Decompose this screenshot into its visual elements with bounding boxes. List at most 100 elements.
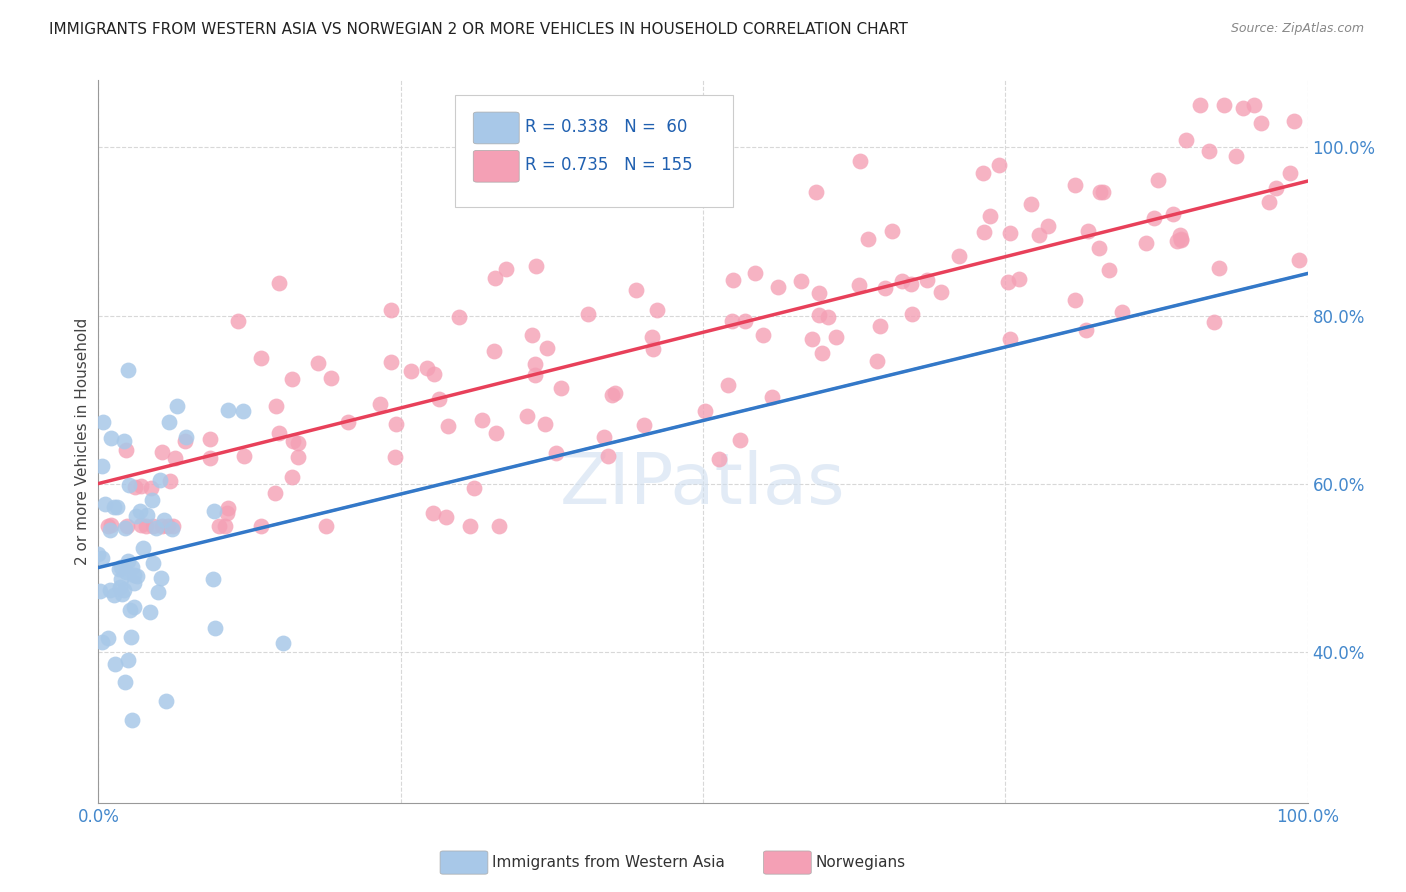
Point xyxy=(752,328,775,343)
Point xyxy=(1202,314,1225,328)
Point xyxy=(105,500,128,514)
Point xyxy=(520,328,543,343)
Point xyxy=(152,513,174,527)
Point xyxy=(128,504,150,518)
FancyBboxPatch shape xyxy=(474,112,519,144)
Point xyxy=(150,444,173,458)
Point xyxy=(972,166,994,180)
Point xyxy=(626,283,648,297)
Point xyxy=(482,344,505,359)
Point xyxy=(287,436,309,450)
Point xyxy=(641,342,664,356)
Point xyxy=(112,582,135,597)
Point xyxy=(281,470,304,484)
Point xyxy=(91,459,114,474)
Point xyxy=(165,451,187,466)
Point xyxy=(544,446,567,460)
Point xyxy=(866,353,889,368)
Point xyxy=(1225,149,1247,163)
Point xyxy=(1163,207,1185,221)
Point xyxy=(87,547,110,561)
Point xyxy=(1170,232,1192,246)
Point xyxy=(157,415,180,429)
Point xyxy=(1019,197,1042,211)
Point xyxy=(114,521,136,535)
Text: Norwegians: Norwegians xyxy=(815,855,905,870)
Text: R = 0.735   N = 155: R = 0.735 N = 155 xyxy=(526,156,693,174)
Point xyxy=(166,399,188,413)
Point xyxy=(422,506,444,520)
Point xyxy=(806,185,828,199)
Point xyxy=(979,209,1001,223)
Point xyxy=(997,275,1019,289)
Point xyxy=(201,572,224,586)
Point xyxy=(988,158,1011,172)
Text: IMMIGRANTS FROM WESTERN ASIA VS NORWEGIAN 2 OR MORE VEHICLES IN HOUSEHOLD CORREL: IMMIGRANTS FROM WESTERN ASIA VS NORWEGIA… xyxy=(49,22,908,37)
Point xyxy=(120,630,142,644)
Point xyxy=(1232,102,1254,116)
Point xyxy=(264,399,287,413)
Point xyxy=(856,232,879,246)
Point xyxy=(1278,166,1301,180)
Point xyxy=(399,364,422,378)
Point xyxy=(523,357,546,371)
Point xyxy=(1288,252,1310,267)
Point xyxy=(948,249,970,263)
Point xyxy=(766,279,789,293)
Point xyxy=(603,386,626,401)
Point xyxy=(495,262,517,277)
Point xyxy=(104,657,127,671)
Point xyxy=(263,485,285,500)
Point xyxy=(471,413,494,427)
Point xyxy=(217,403,239,417)
Point xyxy=(1076,323,1098,337)
Point xyxy=(416,361,439,376)
Point xyxy=(287,450,309,465)
Point xyxy=(136,508,159,522)
Point xyxy=(536,342,558,356)
Point xyxy=(807,308,830,322)
Point xyxy=(1213,98,1236,112)
Point xyxy=(176,430,198,444)
Point xyxy=(117,363,139,377)
Point xyxy=(131,479,153,493)
Point xyxy=(141,518,163,533)
Point xyxy=(100,431,122,445)
Point xyxy=(824,330,846,344)
Point xyxy=(1175,133,1198,147)
Text: Source: ZipAtlas.com: Source: ZipAtlas.com xyxy=(1230,22,1364,36)
Point xyxy=(873,280,896,294)
Point xyxy=(817,310,839,324)
Point xyxy=(1111,305,1133,319)
Point xyxy=(125,569,148,583)
Point xyxy=(100,517,122,532)
Point xyxy=(112,434,135,449)
Point xyxy=(110,581,132,595)
Point xyxy=(808,285,831,300)
Point xyxy=(98,523,121,537)
Point xyxy=(848,278,870,293)
Point xyxy=(156,518,179,533)
Point xyxy=(1064,178,1087,193)
Point xyxy=(380,355,402,369)
Point xyxy=(110,587,132,601)
Point xyxy=(160,522,183,536)
Point xyxy=(215,506,238,520)
Point xyxy=(94,497,117,511)
Point xyxy=(149,571,172,585)
Point xyxy=(90,634,112,648)
Point xyxy=(91,415,114,429)
Point xyxy=(516,409,538,424)
Point xyxy=(1282,113,1305,128)
Point xyxy=(380,303,402,318)
Point xyxy=(578,307,600,321)
Point xyxy=(1088,185,1111,199)
Point xyxy=(110,572,132,586)
Point xyxy=(122,568,145,582)
Point xyxy=(720,314,742,328)
Point xyxy=(155,693,177,707)
Point xyxy=(207,518,229,533)
Point xyxy=(1166,234,1188,248)
Point xyxy=(1250,116,1272,130)
Point xyxy=(125,509,148,524)
